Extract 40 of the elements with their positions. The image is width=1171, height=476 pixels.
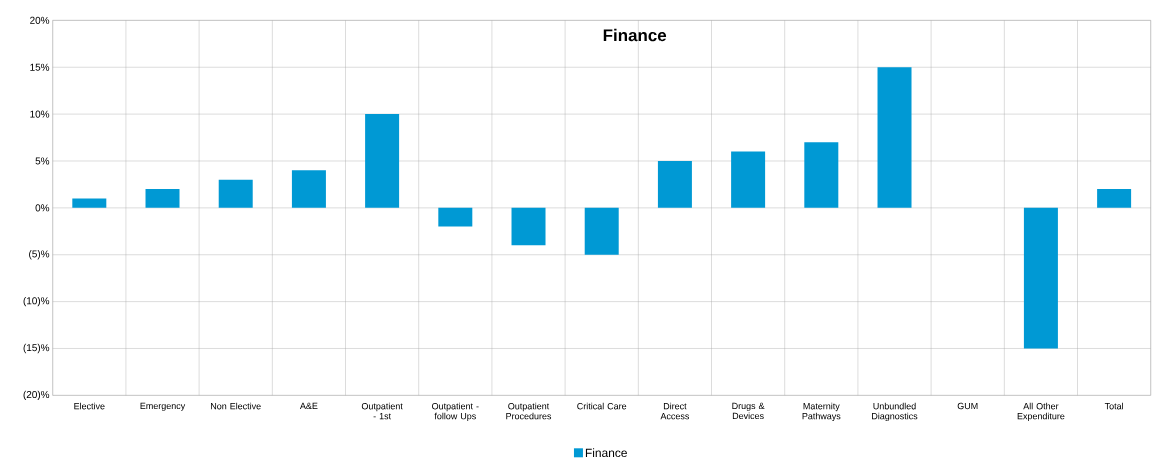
bar (731, 151, 766, 208)
bar (877, 67, 912, 208)
x-tick-label: GUM (957, 402, 978, 410)
bar (438, 207, 473, 227)
y-tick-label: (15)% (23, 343, 50, 354)
y-tick-label: 0% (35, 204, 50, 212)
x-tick-label: Critical Care (577, 402, 627, 410)
x-tick-label: Drugs & Devices (732, 402, 765, 420)
y-tick-label: 5% (35, 157, 50, 165)
legend-label: Finance (585, 448, 627, 458)
y-tick-label: (20)% (23, 390, 50, 400)
x-tick-label: Emergency (140, 402, 186, 411)
x-tick-label: Direct Access (660, 402, 690, 420)
x-tick-label: Unbundled Diagnostics (872, 402, 918, 422)
x-tick-label: Elective (74, 402, 105, 410)
y-tick-label: 15% (30, 63, 50, 71)
y-tick-label: 10% (30, 110, 50, 118)
bar (291, 170, 326, 208)
bar (365, 114, 400, 208)
x-tick-label: Non Elective (211, 402, 261, 410)
bar (1097, 189, 1132, 208)
x-tick-label: Outpatient - follow Ups (432, 402, 479, 422)
x-tick-label: Total (1104, 402, 1123, 410)
bar (657, 160, 692, 208)
x-tick-label: A&E (299, 402, 318, 410)
x-tick-label: Outpatient - 1st (361, 402, 403, 420)
bar (584, 207, 619, 255)
bar (1023, 207, 1058, 349)
x-tick-label: Outpatient Procedures (506, 402, 552, 420)
x-tick-label: Maternity Pathways (802, 402, 841, 422)
y-tick-label: 20% (30, 16, 50, 24)
y-tick-label: (5)% (29, 250, 50, 260)
bar (145, 189, 180, 208)
x-tick-label: All Other Expenditure (1017, 402, 1065, 422)
bar (804, 142, 839, 208)
bar (511, 207, 546, 246)
chart-title: Finance (603, 28, 667, 42)
bar (218, 179, 253, 208)
y-tick-label: (10)% (23, 296, 50, 307)
bar (72, 198, 107, 208)
